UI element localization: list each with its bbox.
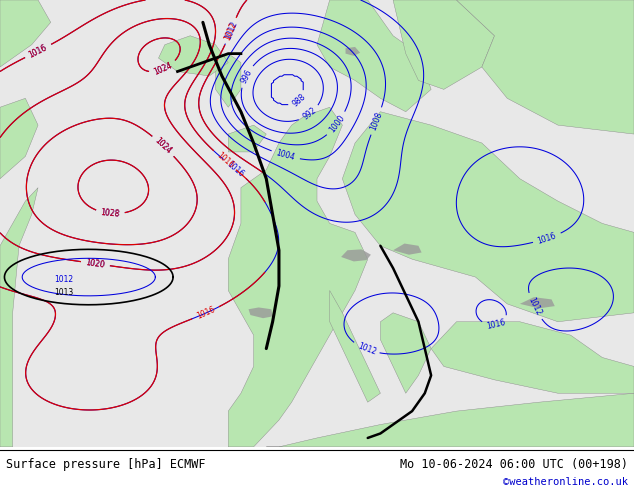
Text: 1012: 1012 — [223, 20, 239, 41]
Polygon shape — [0, 98, 38, 179]
Text: 1012: 1012 — [223, 21, 238, 42]
Text: 1016: 1016 — [486, 318, 507, 331]
Text: 1000: 1000 — [327, 114, 346, 134]
Text: Mo 10-06-2024 06:00 UTC (00+198): Mo 10-06-2024 06:00 UTC (00+198) — [399, 459, 628, 471]
Text: 1028: 1028 — [100, 208, 120, 219]
Polygon shape — [456, 0, 634, 134]
Polygon shape — [346, 47, 360, 56]
Text: Surface pressure [hPa] ECMWF: Surface pressure [hPa] ECMWF — [6, 459, 206, 471]
Polygon shape — [0, 188, 38, 447]
Text: 1016: 1016 — [536, 231, 558, 245]
Text: 1016: 1016 — [195, 305, 216, 321]
Polygon shape — [228, 125, 266, 152]
Text: 988: 988 — [290, 92, 307, 108]
Text: 1028: 1028 — [100, 208, 120, 219]
Text: 992: 992 — [301, 106, 318, 122]
Polygon shape — [330, 291, 380, 402]
Polygon shape — [342, 112, 634, 322]
Text: 1016: 1016 — [214, 151, 235, 170]
Polygon shape — [380, 313, 431, 393]
Polygon shape — [520, 297, 555, 308]
Text: 1024: 1024 — [153, 61, 174, 77]
Text: 1004: 1004 — [275, 148, 296, 162]
Text: 1020: 1020 — [85, 258, 106, 270]
Text: 1020: 1020 — [85, 258, 106, 270]
Text: 1013: 1013 — [54, 288, 73, 297]
Polygon shape — [266, 393, 634, 447]
Polygon shape — [341, 249, 371, 262]
Text: 1024: 1024 — [153, 136, 173, 156]
Polygon shape — [158, 36, 228, 76]
Text: 1016: 1016 — [27, 43, 49, 59]
Text: 1016: 1016 — [27, 43, 49, 59]
Polygon shape — [216, 53, 241, 107]
Text: 1012: 1012 — [526, 296, 543, 317]
Polygon shape — [317, 0, 431, 112]
Text: ©weatheronline.co.uk: ©weatheronline.co.uk — [503, 477, 628, 487]
Polygon shape — [393, 0, 495, 89]
Polygon shape — [249, 307, 273, 318]
Text: 1008: 1008 — [369, 110, 384, 132]
Text: 1024: 1024 — [153, 136, 173, 156]
Text: 1024: 1024 — [153, 61, 174, 77]
Text: 1012: 1012 — [54, 274, 73, 284]
Polygon shape — [431, 322, 634, 393]
Polygon shape — [228, 107, 368, 447]
Text: 1012: 1012 — [356, 342, 377, 357]
Text: 1016: 1016 — [224, 159, 245, 178]
Polygon shape — [0, 0, 51, 67]
Text: 996: 996 — [239, 68, 254, 85]
Polygon shape — [393, 244, 422, 255]
